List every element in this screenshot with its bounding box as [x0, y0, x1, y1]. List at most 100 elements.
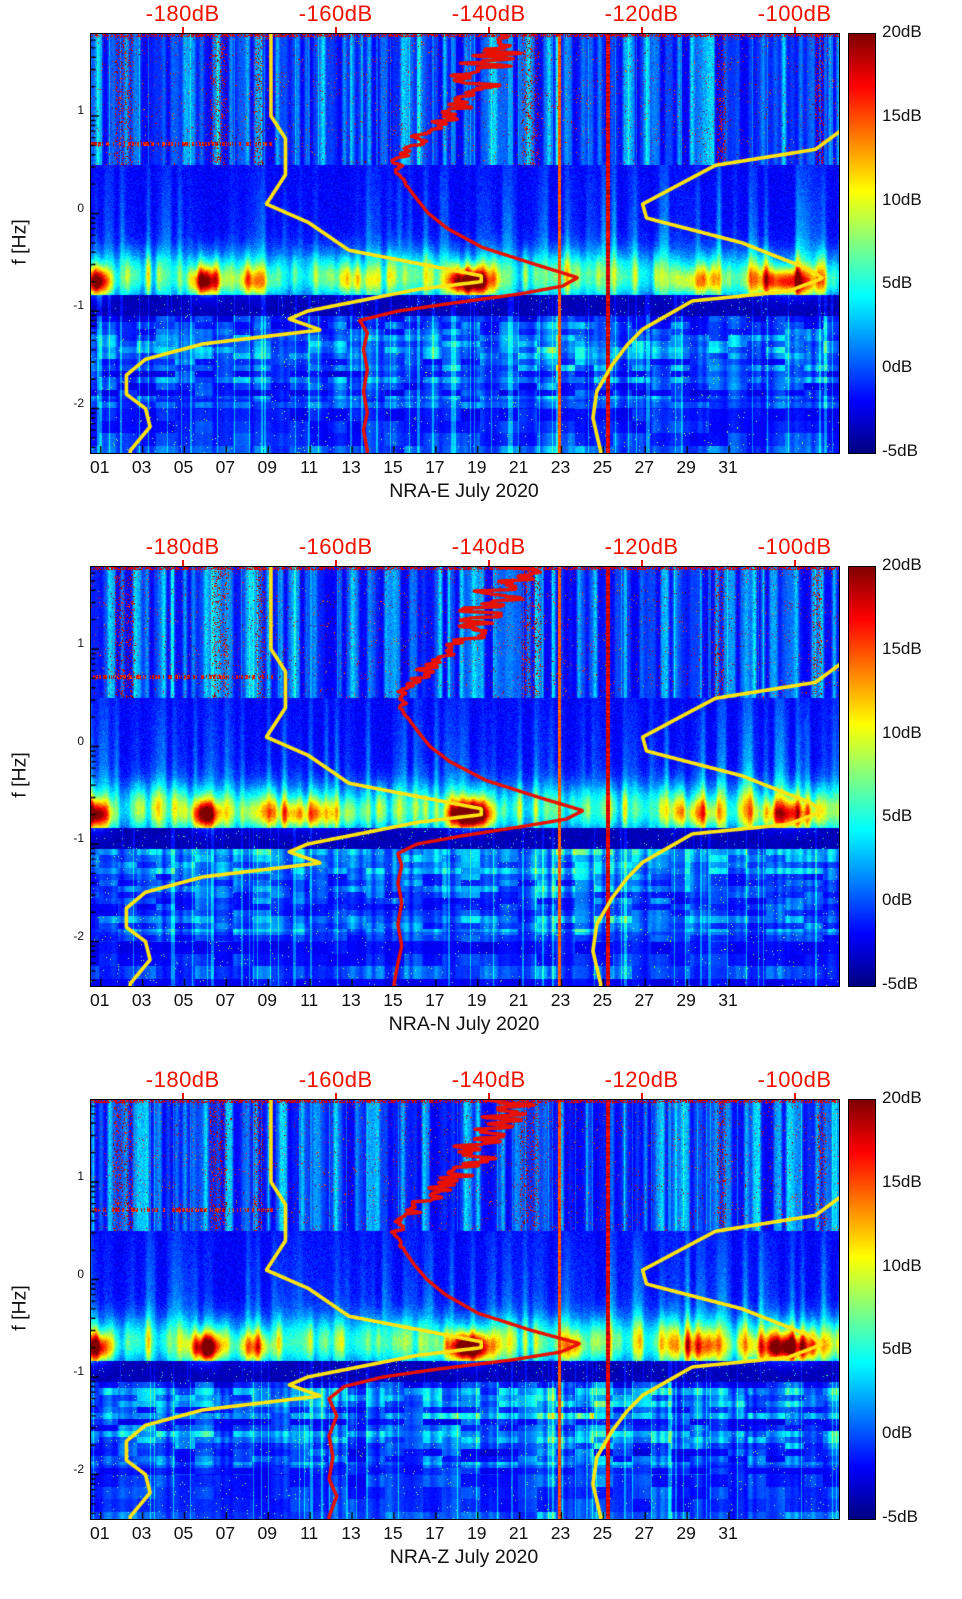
- y-axis-label: f [Hz]: [8, 219, 31, 265]
- top-axis-tick-mark: [334, 560, 337, 566]
- x-axis-tick-label: 19: [466, 457, 487, 477]
- colorbar-tick-label: 5dB: [882, 806, 913, 826]
- top-axis-tick-mark: [793, 27, 796, 33]
- x-axis-tick-label: 31: [718, 990, 738, 1010]
- x-axis-tick-label: 19: [466, 990, 487, 1010]
- x-axis-tick-label: 27: [634, 990, 654, 1010]
- x-axis-tick-label: 21: [508, 1523, 529, 1543]
- x-axis-tick-label: 17: [425, 1523, 445, 1543]
- colorbar-tick-label: 5dB: [882, 273, 913, 293]
- x-axis-tick-label: 21: [508, 457, 529, 477]
- x-axis-tick-label: 01: [89, 1523, 110, 1543]
- x-axis-tick-label: 23: [550, 457, 571, 477]
- y-axis-tick-label: 10-1: [73, 831, 116, 850]
- x-axis-tick-label: 23: [550, 990, 571, 1010]
- spectrogram-canvas: [91, 567, 839, 986]
- y-axis-tick-label: 101: [77, 103, 116, 122]
- x-axis-tick-label: 31: [718, 457, 738, 477]
- spectrogram-plot-area: [90, 33, 840, 454]
- colorbar-tick-label: 10dB: [882, 189, 922, 209]
- x-axis-tick-label: 29: [676, 1523, 696, 1543]
- x-axis-tick-label: 01: [89, 990, 110, 1010]
- x-axis-tick-label: 09: [257, 990, 277, 1010]
- x-axis-tick-label: 17: [425, 990, 445, 1010]
- colorbar-tick-label: -5dB: [882, 1507, 918, 1526]
- x-axis-title: NRA-N July 2020: [388, 1013, 540, 1035]
- colorbar-tick-label: 0dB: [882, 357, 913, 377]
- top-axis-db-label: -180dB: [145, 1, 220, 26]
- x-axis-tick-label: 07: [215, 457, 236, 477]
- top-axis-db-label: -180dB: [145, 1067, 220, 1092]
- top-axis-db-labels: -180dB -160dB -140dB -120dB -100dB: [0, 0, 962, 33]
- x-axis-tick-label: 29: [676, 457, 696, 477]
- x-axis-tick-label: 11: [300, 990, 319, 1010]
- x-axis-title: NRA-Z July 2020: [389, 1546, 539, 1568]
- colorbar-tick-label: 20dB: [882, 22, 922, 41]
- top-axis-tick-mark: [181, 560, 184, 566]
- top-axis-tick-mark: [487, 27, 490, 33]
- top-axis-db-labels: -180dB -160dB -140dB -120dB -100dB: [0, 1066, 962, 1099]
- x-axis-tick-label: 25: [592, 990, 613, 1010]
- x-axis-tick-label: 15: [383, 990, 403, 1010]
- x-axis-tick-label: 07: [215, 990, 236, 1010]
- x-axis-tick-label: 09: [257, 1523, 277, 1543]
- colorbar: [848, 566, 876, 987]
- colorbar-tick-label: 0dB: [882, 890, 913, 910]
- top-axis-db-label: -100dB: [757, 1, 832, 26]
- top-axis-db-label: -120dB: [604, 1, 679, 26]
- top-axis-tick-mark: [793, 560, 796, 566]
- spectrogram-canvas: [91, 34, 839, 453]
- x-axis-tick-label: 17: [425, 457, 445, 477]
- colorbar-tick-label: 15dB: [882, 638, 922, 658]
- spectrogram-plot-area: [90, 1099, 840, 1520]
- y-axis-tick-label: 10-2: [73, 928, 116, 948]
- top-axis-tick-mark: [640, 1093, 643, 1099]
- x-axis-tick-label: 05: [173, 457, 194, 477]
- y-axis-tick-label: 100: [77, 1266, 116, 1286]
- top-axis-db-label: -140dB: [451, 1, 526, 26]
- x-axis-tick-label: 27: [634, 457, 654, 477]
- top-axis-db-label: -140dB: [451, 534, 526, 559]
- x-axis-tick-label: 25: [592, 457, 613, 477]
- x-axis-tick-label: 25: [592, 1523, 613, 1543]
- x-axis-tick-label: 01: [89, 457, 110, 477]
- top-axis-tick-mark: [793, 1093, 796, 1099]
- top-axis-db-label: -120dB: [604, 1067, 679, 1092]
- x-axis-tick-label: 29: [676, 990, 696, 1010]
- top-axis-db-label: -160dB: [298, 1067, 373, 1092]
- top-axis-tick-mark: [640, 560, 643, 566]
- x-axis-tick-label: 13: [341, 457, 361, 477]
- top-axis-db-labels: -180dB -160dB -140dB -120dB -100dB: [0, 533, 962, 566]
- x-axis-tick-label: 13: [341, 1523, 361, 1543]
- colorbar-tick-label: 10dB: [882, 1255, 922, 1275]
- x-axis-tick-label: 19: [466, 1523, 487, 1543]
- top-axis-db-label: -100dB: [757, 1067, 832, 1092]
- x-axis-tick-label: 11: [300, 457, 319, 477]
- spectrogram-canvas: [91, 1100, 839, 1519]
- colorbar: [848, 33, 876, 454]
- top-axis-tick-mark: [181, 27, 184, 33]
- x-axis-tick-label: 27: [634, 1523, 654, 1543]
- top-axis-tick-mark: [334, 1093, 337, 1099]
- colorbar-tick-label: 5dB: [882, 1339, 913, 1359]
- x-axis-tick-label: 13: [341, 990, 361, 1010]
- x-axis-tick-label: 05: [173, 1523, 194, 1543]
- colorbar-tick-label: -5dB: [882, 441, 918, 460]
- x-axis-tick-label: 03: [131, 1523, 152, 1543]
- x-axis-tick-label: 07: [215, 1523, 236, 1543]
- colorbar-tick-label: 15dB: [882, 1171, 922, 1191]
- x-axis-title: NRA-E July 2020: [389, 480, 539, 502]
- x-axis-tick-label: 23: [550, 1523, 571, 1543]
- top-axis-db-label: -160dB: [298, 534, 373, 559]
- y-axis-tick-label: 10-2: [73, 395, 116, 415]
- x-axis-tick-label: 05: [173, 990, 194, 1010]
- top-axis-tick-mark: [640, 27, 643, 33]
- x-axis-tick-label: 03: [131, 990, 152, 1010]
- colorbar-tick-label: 20dB: [882, 555, 922, 574]
- y-axis-tick-label: 10-1: [73, 298, 116, 317]
- colorbar-tick-label: -5dB: [882, 974, 918, 993]
- y-axis-tick-label: 10-2: [73, 1461, 116, 1481]
